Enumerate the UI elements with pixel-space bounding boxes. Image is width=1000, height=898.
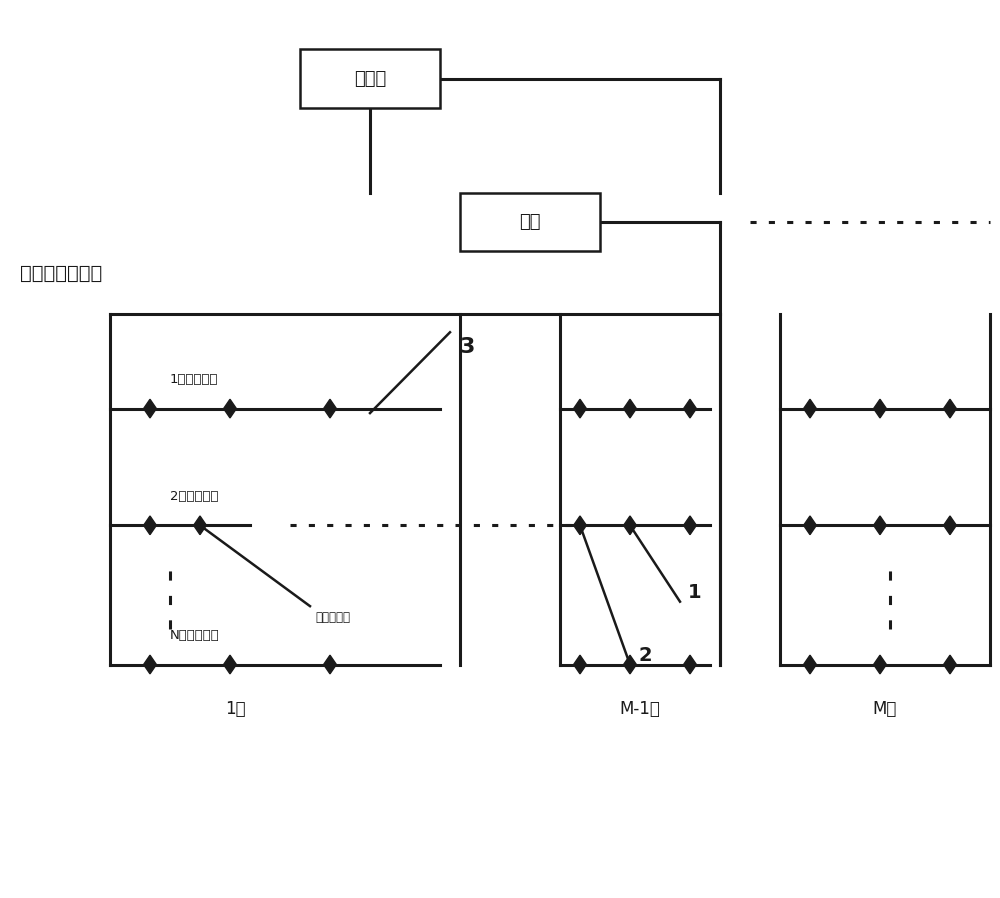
Polygon shape (944, 516, 956, 534)
Text: 计算机: 计算机 (354, 69, 386, 88)
Text: 2号测温电缆: 2号测温电缆 (170, 490, 218, 503)
Polygon shape (874, 656, 886, 674)
Polygon shape (624, 400, 636, 418)
FancyBboxPatch shape (300, 49, 440, 108)
Polygon shape (574, 516, 586, 534)
Text: 1列: 1列 (225, 700, 245, 718)
Text: 2: 2 (638, 646, 652, 665)
Polygon shape (144, 400, 156, 418)
Polygon shape (874, 400, 886, 418)
Polygon shape (324, 400, 336, 418)
Text: 分机: 分机 (519, 213, 541, 232)
Polygon shape (324, 656, 336, 674)
Text: 1号测温电缆: 1号测温电缆 (170, 374, 218, 386)
Text: 3: 3 (460, 337, 475, 357)
Text: M列: M列 (873, 700, 897, 718)
Polygon shape (194, 516, 206, 534)
FancyBboxPatch shape (460, 193, 600, 251)
Polygon shape (804, 400, 816, 418)
Text: 测温电缆组件：: 测温电缆组件： (20, 264, 102, 284)
Polygon shape (944, 656, 956, 674)
Polygon shape (874, 516, 886, 534)
Polygon shape (684, 400, 696, 418)
Polygon shape (574, 400, 586, 418)
Polygon shape (804, 656, 816, 674)
Polygon shape (144, 516, 156, 534)
Polygon shape (224, 656, 236, 674)
Text: M-1列: M-1列 (620, 700, 660, 718)
Polygon shape (684, 516, 696, 534)
Polygon shape (144, 656, 156, 674)
Polygon shape (624, 656, 636, 674)
Polygon shape (224, 400, 236, 418)
Polygon shape (574, 656, 586, 674)
Polygon shape (804, 516, 816, 534)
Polygon shape (684, 656, 696, 674)
Text: 1: 1 (688, 583, 702, 603)
Text: 温度传感器: 温度传感器 (315, 611, 350, 623)
Text: N号测温电缆: N号测温电缆 (170, 629, 220, 642)
Polygon shape (624, 516, 636, 534)
Polygon shape (944, 400, 956, 418)
